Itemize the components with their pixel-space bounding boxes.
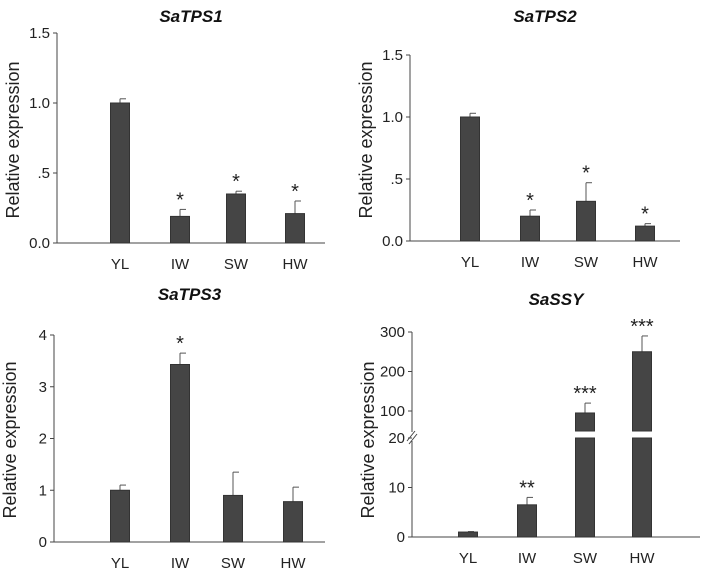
y-axis-label: Relative expression	[3, 61, 23, 218]
bar	[170, 363, 190, 543]
y-tick-label: 0.0	[382, 233, 403, 250]
axis-break-marker	[406, 430, 418, 445]
y-tick-label: 0	[39, 534, 47, 551]
x-tick-label: IW	[518, 550, 537, 567]
panel-satps3: SaTPS3 Relative expression 0 1 2 3 4 YL * IW SW HW	[0, 285, 325, 569]
y-tick-label: 4	[39, 327, 47, 344]
bar-upper	[632, 351, 652, 432]
y-tick-label: 100	[380, 403, 405, 420]
panel-satps2: SaTPS2 Relative expression 0.0 .5 1.0 1.5 YL * I…	[356, 7, 680, 271]
x-tick-label: YL	[461, 254, 479, 271]
y-tick-label: .5	[390, 171, 403, 188]
chart-title: SaTPS2	[513, 7, 577, 26]
chart-title: SaTPS1	[159, 7, 222, 26]
bar	[460, 116, 480, 242]
y-tick-label: 20	[388, 430, 405, 447]
y-tick-label: 300	[380, 324, 405, 341]
y-tick-label: 1.5	[29, 25, 50, 42]
significance-marker: **	[519, 477, 535, 499]
bar	[110, 102, 130, 244]
bar-lower	[575, 437, 595, 538]
x-tick-label: YL	[111, 256, 129, 273]
x-tick-label: IW	[521, 254, 540, 271]
y-tick-label: .5	[37, 165, 50, 182]
y-tick-label: 0	[397, 529, 405, 546]
bar	[520, 215, 540, 242]
significance-marker: ***	[573, 383, 597, 405]
x-tick-label: HW	[633, 254, 659, 271]
bar	[170, 215, 190, 244]
y-tick-label: 0.0	[29, 235, 50, 252]
bar	[283, 501, 303, 543]
bar	[458, 531, 478, 538]
significance-marker: ***	[630, 316, 654, 338]
y-tick-label: 3	[39, 379, 47, 396]
y-axis-label: Relative expression	[356, 61, 376, 218]
bar	[226, 193, 246, 244]
bar-upper	[575, 412, 595, 432]
y-tick-label: 1	[39, 482, 47, 499]
panel-sassy: SaSSY Relative expression 0 10 20 100 200 300 YL…	[358, 290, 700, 567]
significance-marker: *	[176, 333, 184, 355]
bar-lower	[632, 437, 652, 538]
x-tick-label: YL	[111, 555, 129, 569]
x-tick-label: SW	[574, 254, 599, 271]
y-tick-label: 2	[39, 431, 47, 448]
x-tick-label: SW	[221, 555, 246, 569]
significance-marker: *	[582, 163, 590, 185]
y-tick-label: 1.0	[29, 95, 50, 112]
x-tick-label: HW	[281, 555, 307, 569]
x-tick-label: IW	[171, 555, 190, 569]
significance-marker: *	[526, 190, 534, 212]
y-tick-label: 1.0	[382, 109, 403, 126]
bar	[223, 494, 243, 543]
y-axis-label: Relative expression	[358, 361, 378, 518]
x-tick-label: HW	[630, 550, 656, 567]
bar	[576, 200, 596, 242]
bar	[285, 213, 305, 244]
chart-title: SaTPS3	[158, 285, 222, 304]
x-tick-label: HW	[283, 256, 309, 273]
y-tick-label: 200	[380, 364, 405, 381]
bar	[110, 489, 130, 543]
significance-marker: *	[232, 171, 240, 193]
panel-satps1: SaTPS1 Relative expression 0.0 .5 1.0 1.5 YL * I…	[3, 7, 325, 273]
significance-marker: *	[291, 181, 299, 203]
y-tick-label: 1.5	[382, 47, 403, 64]
y-axis-label: Relative expression	[0, 361, 20, 518]
bar	[635, 225, 655, 242]
bar	[517, 504, 537, 538]
significance-marker: *	[176, 189, 184, 211]
significance-marker: *	[641, 204, 649, 226]
y-tick-label: 10	[388, 480, 405, 497]
x-tick-label: IW	[171, 256, 190, 273]
x-tick-label: SW	[224, 256, 249, 273]
chart-title: SaSSY	[529, 290, 585, 309]
x-tick-label: YL	[459, 550, 477, 567]
x-tick-label: SW	[573, 550, 598, 567]
